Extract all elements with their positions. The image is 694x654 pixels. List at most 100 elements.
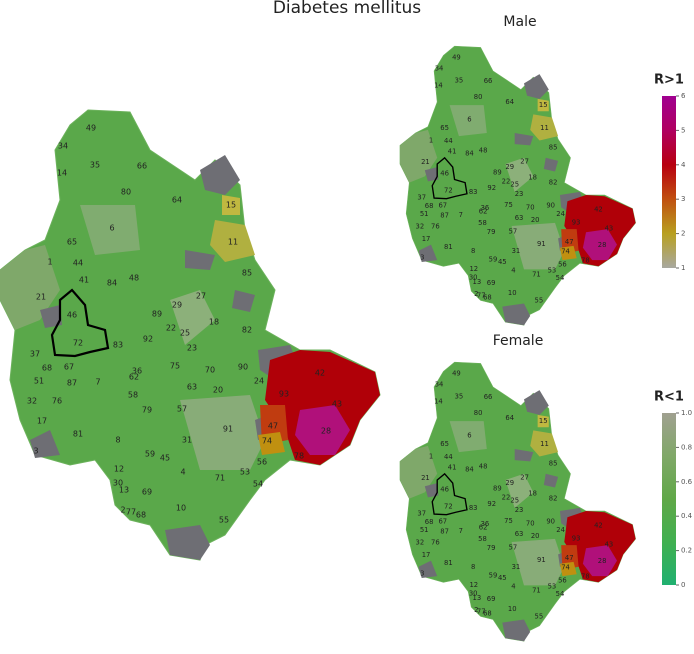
region-label: 8 <box>471 563 475 571</box>
region-label: 77 <box>477 291 486 299</box>
region-label: 3 <box>420 254 424 262</box>
region-label: 54 <box>253 480 263 489</box>
region-label: 34 <box>435 381 444 389</box>
region-label: 84 <box>107 279 117 288</box>
region-label: 67 <box>438 518 447 526</box>
region-label: 82 <box>549 495 558 503</box>
region-label: 47 <box>565 554 574 562</box>
region-label: 51 <box>420 210 429 218</box>
region-label: 31 <box>182 436 192 445</box>
region-label: 76 <box>431 223 440 231</box>
region-label: 28 <box>598 557 607 565</box>
region-label: 42 <box>315 369 325 378</box>
map-title: Male <box>503 14 536 30</box>
region-label: 13 <box>473 278 482 286</box>
region-label: 58 <box>478 219 487 227</box>
region-label: 48 <box>479 462 488 470</box>
region-label: 24 <box>556 526 565 534</box>
region-label: 79 <box>142 406 152 415</box>
region-label: 92 <box>487 184 496 192</box>
region-label: 49 <box>452 369 461 377</box>
region-label: 21 <box>36 293 46 302</box>
region-label: 11 <box>540 124 549 132</box>
region-label: 18 <box>528 490 537 498</box>
region-label: 3 <box>420 570 424 578</box>
region-label: 18 <box>528 174 537 182</box>
region-label: 57 <box>509 544 518 552</box>
region-label: 77 <box>477 607 486 615</box>
region-label: 78 <box>294 452 304 461</box>
region-label: 66 <box>137 162 147 171</box>
region-label: 93 <box>572 534 581 542</box>
region-label: 34 <box>435 65 444 73</box>
region-label: 20 <box>213 386 223 395</box>
region-label: 66 <box>484 393 493 401</box>
region-label: 68 <box>483 609 492 617</box>
region-label: 48 <box>129 274 139 283</box>
region-label: 21 <box>421 158 430 166</box>
tick-label: 6 <box>681 92 686 100</box>
region-label: 83 <box>469 504 478 512</box>
region-label: 11 <box>228 238 238 247</box>
region-label: 36 <box>481 204 490 212</box>
region-label: 45 <box>160 454 170 463</box>
colorbar <box>662 96 676 268</box>
region-label: 92 <box>487 500 496 508</box>
region-label: 55 <box>535 296 544 304</box>
region-label: 68 <box>136 511 146 520</box>
region-label: 57 <box>509 228 518 236</box>
region-label: 45 <box>498 258 507 266</box>
region-label: 69 <box>487 279 496 287</box>
region-label: 14 <box>434 81 443 89</box>
region-label: 22 <box>166 324 176 333</box>
tick-label: 4 <box>681 161 686 169</box>
region-label: 74 <box>262 437 272 446</box>
region-label: 72 <box>444 503 453 511</box>
tick-label: 1 <box>681 264 685 272</box>
region-label: 30 <box>469 273 478 281</box>
region-label: 89 <box>152 310 162 319</box>
region-label: 81 <box>73 430 83 439</box>
region-label: 53 <box>240 468 250 477</box>
region-label: 35 <box>455 76 464 84</box>
region-label: 62 <box>479 524 488 532</box>
region-label: 32 <box>416 223 425 231</box>
region-label: 20 <box>531 216 540 224</box>
region-label: 72 <box>73 339 83 348</box>
region-label: 22 <box>502 177 511 185</box>
region-label: 69 <box>487 595 496 603</box>
region-label: 4 <box>511 267 515 275</box>
region-label: 7 <box>459 527 463 535</box>
region-label: 64 <box>172 196 182 205</box>
region-label: 65 <box>440 440 449 448</box>
region-label: 11 <box>540 440 549 448</box>
region-label: 27 <box>520 158 529 166</box>
region-label: 71 <box>215 474 225 483</box>
region-label: 65 <box>67 238 77 247</box>
region-label: 24 <box>556 210 565 218</box>
region-label: 59 <box>489 255 498 263</box>
region-label: 6 <box>467 115 471 123</box>
region-label: 76 <box>431 539 440 547</box>
region-label: 87 <box>440 527 449 535</box>
region-label: 76 <box>52 397 62 406</box>
region-label: 13 <box>473 594 482 602</box>
region-label: 7 <box>95 378 100 387</box>
region-label: 17 <box>422 235 431 243</box>
region-label: 55 <box>535 612 544 620</box>
legend-title: R<1 <box>654 390 684 405</box>
region-label: 91 <box>537 240 546 248</box>
region-label: 10 <box>508 289 517 297</box>
region-label: 17 <box>422 551 431 559</box>
region-label: 15 <box>226 201 236 210</box>
region-label: 2 <box>474 290 478 298</box>
region-label: 63 <box>187 383 197 392</box>
region-label: 81 <box>444 243 453 251</box>
region-label: 58 <box>478 535 487 543</box>
tick-label: 5 <box>681 126 685 134</box>
region-label: 31 <box>512 563 521 571</box>
region-label: 37 <box>30 350 40 359</box>
region-label: 21 <box>421 474 430 482</box>
region-label: 14 <box>57 169 67 178</box>
